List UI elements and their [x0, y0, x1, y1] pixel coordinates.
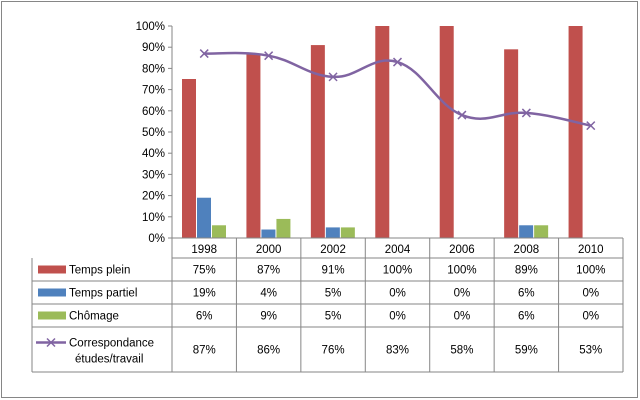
line-marker-2002: [328, 72, 338, 82]
bar-temps-plein-1998: [182, 79, 196, 238]
y-tick-label: 10%: [142, 212, 165, 224]
y-tick-label: 30%: [142, 169, 165, 181]
y-tick-label: 40%: [142, 148, 165, 160]
legend-key-1: [38, 288, 66, 297]
data-table-cell: 0%: [389, 311, 406, 323]
bar-temps-plein-2002: [310, 45, 325, 238]
bar-temps-partiel-2008: [519, 225, 534, 238]
data-table-cell: 0%: [454, 311, 471, 323]
bar-temps-partiel-2002: [325, 227, 340, 238]
y-tick-label: 70%: [142, 85, 165, 97]
legend-label: Temps partiel: [69, 288, 137, 300]
data-table-cell: 5%: [325, 288, 342, 300]
bar-temps-plein-2010: [568, 26, 583, 238]
data-table-cell: 89%: [515, 265, 538, 277]
legend-key-0: [38, 265, 66, 274]
data-table-cell: 100%: [576, 265, 605, 277]
bar-ch-mage-2000: [276, 218, 291, 238]
x-category-label: 2006: [449, 244, 475, 256]
data-table-cell: 87%: [193, 345, 216, 357]
data-table-cell: 75%: [193, 265, 216, 277]
bar-temps-plein-2000: [246, 53, 261, 239]
data-table-cell: 0%: [389, 288, 406, 300]
data-table-cell: 53%: [579, 345, 602, 357]
y-tick-label: 50%: [142, 127, 165, 139]
data-table-cell: 59%: [515, 345, 538, 357]
data-table-cell: 0%: [582, 311, 599, 323]
legend-label-line2: études/travail: [75, 354, 143, 366]
data-table-cell: 58%: [450, 345, 473, 357]
data-table-cell: 83%: [386, 345, 409, 357]
data-table-cell: 6%: [518, 311, 535, 323]
x-category-label: 2008: [514, 244, 540, 256]
legend-label-line1: Correspondance: [69, 338, 154, 350]
line-marker-2006: [457, 110, 467, 120]
x-category-label: 1998: [191, 244, 217, 256]
y-tick-label: 0%: [148, 233, 165, 245]
line-marker-2008: [521, 108, 531, 118]
data-table-cell: 0%: [582, 288, 599, 300]
line-marker-2010: [586, 121, 596, 131]
data-table-cell: 87%: [257, 265, 280, 277]
line-marker-1998: [199, 49, 209, 59]
x-category-label: 2010: [578, 244, 604, 256]
bar-temps-partiel-1998: [197, 197, 211, 238]
data-table-cell: 19%: [193, 288, 216, 300]
bar-temps-plein-2008: [504, 49, 519, 238]
data-table-cell: 9%: [260, 311, 277, 323]
line-marker-2004: [392, 57, 403, 67]
legend-label: Temps plein: [69, 265, 130, 277]
data-table-cell: 100%: [383, 265, 412, 277]
data-table-cell: 5%: [325, 311, 342, 323]
data-table-cell: 100%: [447, 265, 476, 277]
y-tick-label: 100%: [136, 21, 165, 33]
legend-key-marker: [46, 337, 56, 348]
data-table-cell: 6%: [196, 311, 213, 323]
bar-ch-mage-1998: [212, 225, 226, 238]
y-tick-label: 80%: [142, 63, 165, 75]
data-table-cell: 0%: [454, 288, 471, 300]
bar-ch-mage-2008: [534, 225, 549, 238]
data-table-cell: 76%: [322, 345, 345, 357]
legend-label: Chômage: [69, 311, 119, 323]
line-marker-2000: [264, 51, 274, 61]
bar-ch-mage-2002: [340, 227, 355, 238]
x-category-label: 2000: [256, 244, 282, 256]
data-table-cell: 91%: [322, 265, 345, 277]
data-table-cell: 6%: [518, 288, 535, 300]
bar-temps-plein-2006: [439, 26, 454, 238]
x-category-label: 2004: [385, 244, 411, 256]
bar-temps-partiel-2000: [261, 229, 276, 238]
data-table-cell: 4%: [260, 288, 277, 300]
bar-temps-plein-2004: [375, 26, 390, 238]
y-tick-label: 60%: [142, 106, 165, 118]
y-tick-label: 90%: [142, 42, 165, 54]
y-tick-label: 20%: [142, 191, 165, 203]
x-category-label: 2002: [320, 244, 346, 256]
legend-key-2: [38, 311, 66, 320]
data-table-cell: 86%: [257, 345, 280, 357]
